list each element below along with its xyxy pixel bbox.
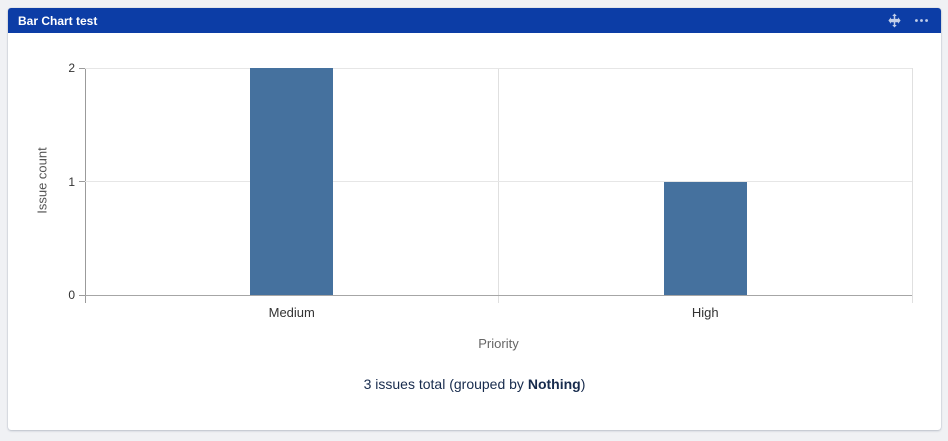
more-options-icon[interactable] — [913, 13, 929, 29]
y-tick-mark — [79, 181, 85, 182]
gadget-card: Bar Chart test Issue count Priority 3 is… — [8, 8, 941, 430]
y-tick-mark — [79, 294, 85, 296]
chart-summary: 3 issues total (grouped by Nothing) — [8, 376, 941, 392]
y-tick-label: 0 — [68, 288, 75, 302]
gadget-header[interactable]: Bar Chart test — [8, 8, 941, 33]
gadget-header-icons — [886, 13, 929, 29]
y-tick-label: 2 — [68, 61, 75, 75]
move-icon[interactable] — [886, 13, 902, 29]
gadget-title: Bar Chart test — [18, 13, 98, 28]
x-axis-line — [85, 294, 912, 296]
y-tick-mark — [79, 67, 85, 69]
bar-chart: Issue count Priority 3 issues total (gro… — [8, 33, 941, 430]
y-gridline — [85, 181, 912, 182]
x-category-label: Medium — [268, 305, 315, 320]
y-tick-label: 1 — [68, 174, 75, 189]
y-gridline — [85, 67, 912, 69]
bar-medium[interactable] — [250, 68, 334, 295]
summary-group-by: Nothing — [527, 376, 581, 392]
x-axis-title: Priority — [478, 336, 519, 351]
x-gridline — [911, 68, 913, 303]
bar-high[interactable] — [663, 181, 747, 295]
summary-prefix: 3 issues total (grouped by — [363, 376, 528, 392]
y-axis-line — [84, 68, 86, 303]
summary-suffix: ) — [580, 376, 586, 392]
x-category-label: High — [691, 305, 719, 320]
x-gridline — [498, 68, 499, 303]
